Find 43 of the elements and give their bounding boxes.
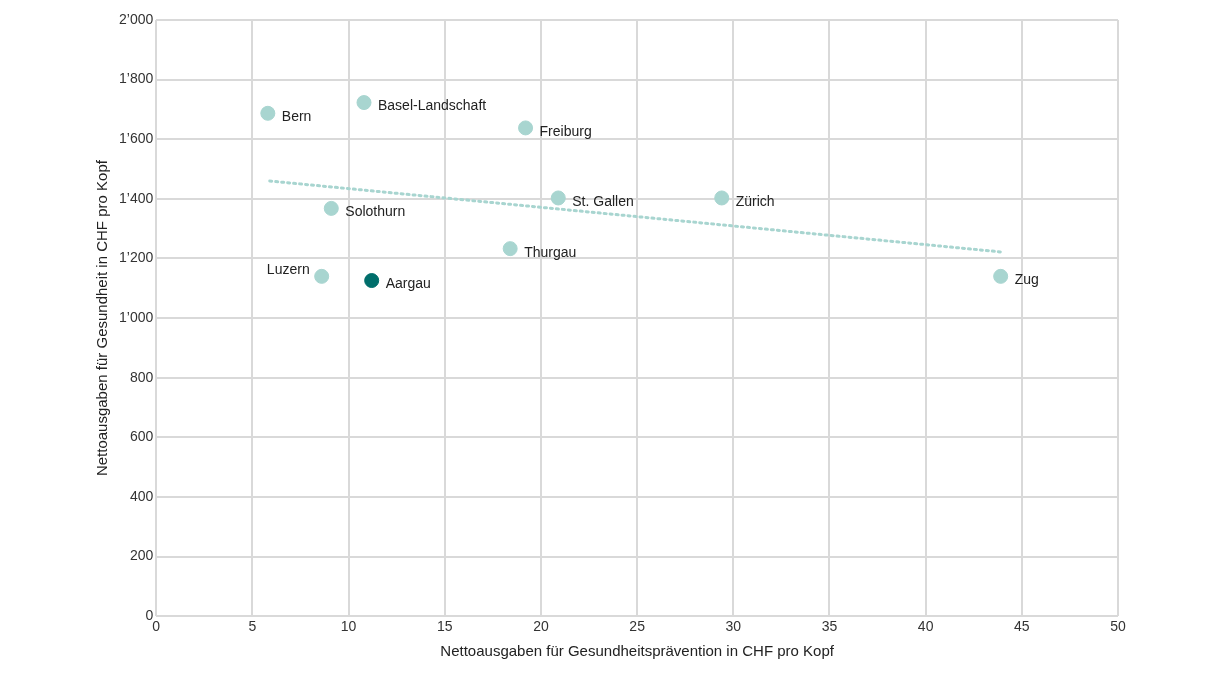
point xyxy=(364,273,380,289)
series-label: Thurgau xyxy=(524,243,577,260)
y-tick-label: 200 xyxy=(129,547,154,564)
x-axis-title: Nettoausgaben für Gesundheitsprävention in CHF pro Kopf xyxy=(440,642,835,660)
x-tick-label: 50 xyxy=(1110,618,1126,635)
series-label: Solothurn xyxy=(345,203,406,220)
y-tick-label: 400 xyxy=(129,487,154,504)
point xyxy=(356,95,372,111)
series-label: Freiburg xyxy=(539,122,592,139)
y-tick-label: 0 xyxy=(145,607,154,624)
x-tick-label: 20 xyxy=(533,618,549,635)
x-tick-label: 30 xyxy=(725,618,742,635)
y-tick-label: 1’200 xyxy=(118,249,154,266)
y-tick-label: 1’000 xyxy=(118,308,154,325)
y-axis-title: Nettoausgaben für Gesundheit in CHF pro Kopf xyxy=(93,159,111,477)
point xyxy=(323,200,339,216)
series-label: St. Gallen xyxy=(572,192,634,209)
point xyxy=(502,241,518,257)
x-tick-label: 25 xyxy=(629,618,646,635)
series-label: Luzern xyxy=(266,261,310,278)
series-label: Zürich xyxy=(735,192,775,209)
x-tick-label: 10 xyxy=(340,618,357,635)
x-tick-label: 15 xyxy=(436,618,453,635)
point xyxy=(260,105,276,121)
y-tick-label: 1’800 xyxy=(118,70,154,87)
y-tick-label: 2’000 xyxy=(118,10,154,27)
y-tick-label: 800 xyxy=(129,368,154,385)
point xyxy=(518,120,534,136)
y-tick-label: 1’400 xyxy=(118,189,154,206)
series-label: Zug xyxy=(1014,271,1039,288)
series-label: Basel-Landschaft xyxy=(377,97,487,114)
point xyxy=(714,190,730,206)
x-tick-label: 40 xyxy=(917,618,934,635)
point xyxy=(993,268,1009,284)
y-tick-label: 600 xyxy=(129,428,154,445)
x-tick-label: 45 xyxy=(1014,618,1030,635)
point xyxy=(314,268,330,284)
x-tick-label: 5 xyxy=(248,618,257,635)
y-tick-label: 1’600 xyxy=(118,130,154,147)
series-label: Bern xyxy=(281,108,312,125)
series-label: Aargau xyxy=(385,275,431,292)
x-tick-label: 35 xyxy=(821,618,838,635)
point xyxy=(550,190,566,206)
